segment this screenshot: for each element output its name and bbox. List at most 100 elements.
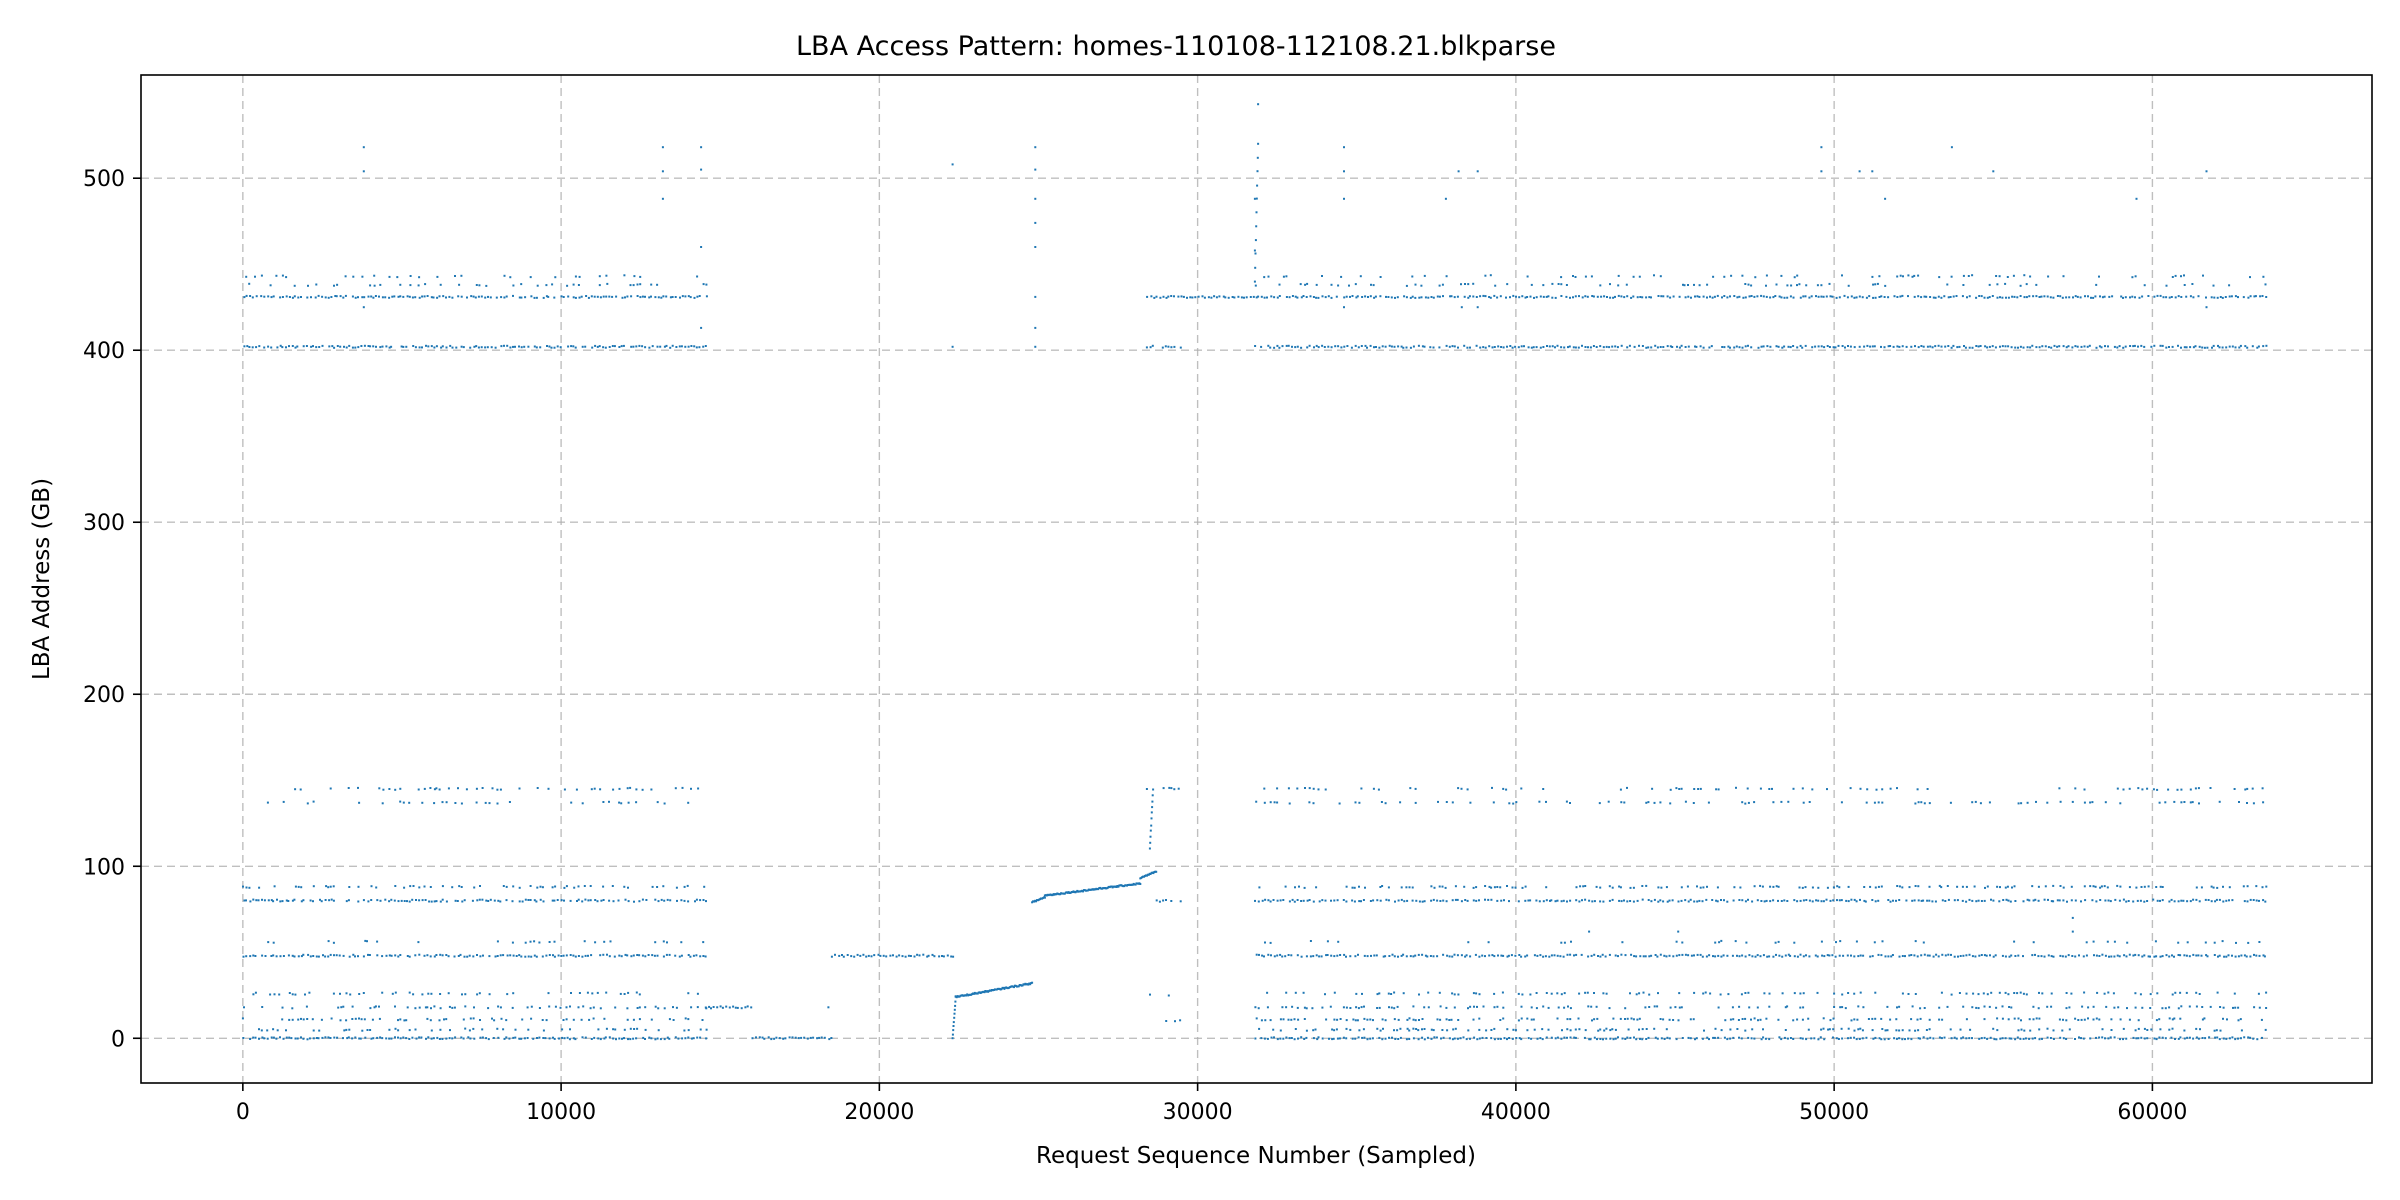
data-point [1820,284,1823,287]
data-point [683,899,686,902]
data-point [2177,344,2179,347]
data-point [418,276,421,279]
data-point [1950,346,1953,349]
data-point [520,283,523,286]
data-point [1839,940,1842,943]
data-point [2050,1005,2053,1008]
data-point [2218,898,2221,901]
data-point [1269,1019,1272,1022]
data-point [2231,954,2233,957]
data-point [1317,1036,1320,1039]
data-point [1937,344,1940,347]
data-point [2249,276,2251,279]
data-point [2001,296,2004,299]
data-point [1682,283,1684,286]
data-point [2104,954,2107,957]
data-point [2108,295,2111,298]
data-point [344,294,347,297]
data-point [1556,954,1559,957]
data-point [1333,899,1336,902]
data-point [532,1037,535,1040]
data-point [1294,1028,1297,1030]
data-point [1926,954,1929,957]
data-point [800,1036,803,1039]
data-point [1922,941,1925,944]
data-point [1345,1019,1348,1022]
data-point [1499,1019,1502,1021]
data-point [2158,801,2161,804]
data-point [841,954,843,956]
data-point [291,345,294,347]
data-point [1721,296,1723,299]
data-point [563,1037,566,1040]
data-point [2234,955,2237,958]
data-point [414,1007,417,1010]
data-point [408,955,411,958]
data-point [1000,988,1003,991]
data-point [2215,898,2218,901]
data-point [1556,344,1559,347]
data-point [2159,955,2162,958]
data-point [1170,787,1173,790]
data-point [1940,991,1943,994]
data-point [1626,295,1629,298]
data-point [374,295,377,297]
data-point [1838,954,1841,957]
data-point [2198,345,2201,348]
data-point [1833,992,1836,995]
data-point [1409,955,1412,958]
data-point [1793,899,1796,902]
data-point [2247,1036,2250,1039]
data-point [1744,802,1747,805]
data-point [1847,885,1850,888]
data-point [2189,346,2192,349]
data-point [2205,296,2207,299]
data-point [1255,197,1258,200]
data-point [1961,899,1964,902]
data-point [1672,1019,1675,1021]
data-point [485,899,488,902]
data-point [1738,295,1741,298]
data-point [698,346,701,349]
data-point [335,295,338,298]
data-point [1592,345,1595,347]
data-point [683,885,686,888]
data-point [2092,885,2095,888]
data-point [1331,1028,1334,1031]
data-point [1284,885,1287,888]
data-point [1227,296,1230,299]
data-point [1542,284,1545,287]
data-point [1354,1037,1357,1040]
data-point [1968,953,1971,956]
data-point [732,1005,735,1008]
data-point [1614,1037,1617,1040]
data-point [1620,295,1623,298]
data-point [2204,898,2207,901]
data-point [1345,900,1348,903]
data-point [1336,1018,1339,1021]
data-point [2035,1017,2038,1020]
data-point [624,898,627,901]
data-point [524,941,527,944]
data-point [518,900,521,903]
data-point [1966,296,1968,299]
data-point [1493,346,1496,348]
data-point [1563,992,1566,995]
data-point [1263,787,1266,790]
data-point [2014,955,2017,957]
data-point [1786,1005,1789,1008]
data-point [418,1006,421,1009]
data-point [1778,954,1781,957]
data-point [696,1006,699,1009]
data-point [1293,1038,1296,1041]
data-point [553,296,556,299]
data-point [1990,991,1993,994]
data-point [439,993,442,995]
data-point [1279,1029,1282,1032]
data-point [492,1037,495,1039]
data-point [651,885,654,888]
data-point [1240,296,1243,299]
data-point [506,344,509,347]
data-point [1711,899,1714,901]
data-point [1559,955,1562,958]
